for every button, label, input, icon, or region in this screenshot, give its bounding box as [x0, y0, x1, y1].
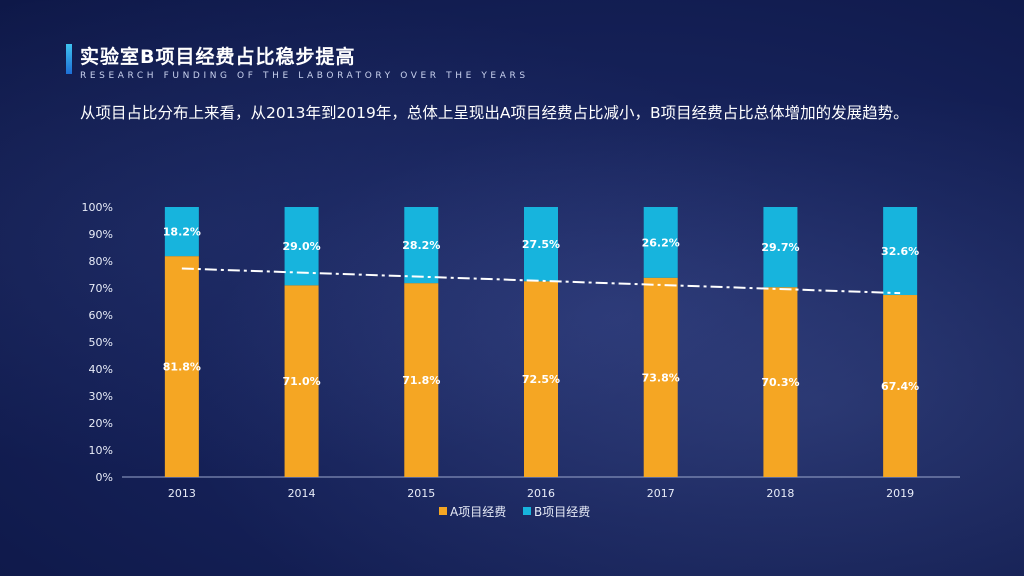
bar-segment-a	[763, 287, 798, 477]
y-tick-label: 30%	[89, 390, 113, 403]
x-tick-label: 2014	[288, 487, 316, 500]
data-label-a: 73.8%	[642, 371, 680, 384]
data-label-b: 18.2%	[163, 226, 201, 239]
bar-segment-b	[524, 207, 558, 282]
bar-segment-b	[164, 207, 199, 257]
x-tick-label: 2015	[407, 487, 435, 500]
data-label-b: 27.5%	[522, 238, 560, 251]
y-tick-label: 0%	[96, 471, 113, 484]
bar-segment-a	[524, 281, 558, 477]
y-tick-label: 50%	[89, 336, 113, 349]
x-tick-label: 2017	[647, 487, 675, 500]
description-text: 从项目占比分布上来看，从2013年到2019年，总体上呈现出A项目经费占比减小，…	[80, 104, 909, 122]
legend-label-a: A项目经费	[450, 505, 506, 519]
y-tick-label: 100%	[82, 201, 113, 214]
data-label-a: 71.8%	[402, 374, 440, 387]
y-tick-label: 40%	[89, 363, 113, 376]
data-label-a: 67.4%	[881, 380, 919, 393]
bar-segment-a	[404, 283, 439, 477]
title-accent-bar	[66, 44, 72, 74]
x-tick-label: 2013	[168, 487, 196, 500]
bar-segment-a	[284, 285, 319, 477]
data-label-b: 26.2%	[642, 236, 680, 249]
legend-swatch-b	[523, 507, 531, 515]
data-label-a: 71.0%	[282, 375, 320, 388]
legend-label-b: B项目经费	[534, 505, 590, 519]
bar-segment-a	[643, 277, 678, 477]
data-label-b: 29.0%	[282, 240, 320, 253]
bar-segment-a	[164, 256, 199, 477]
legend-swatch-a	[439, 507, 447, 515]
data-label-a: 81.8%	[163, 361, 201, 374]
trendline	[181, 267, 901, 295]
x-tick-label: 2018	[766, 487, 794, 500]
page-subtitle: RESEARCH FUNDING OF THE LABORATORY OVER …	[80, 71, 529, 81]
y-tick-label: 80%	[89, 255, 113, 268]
y-tick-label: 20%	[89, 417, 113, 430]
page-title: 实验室B项目经费占比稳步提高	[80, 46, 356, 68]
x-tick-label: 2016	[527, 487, 555, 500]
y-tick-label: 60%	[89, 309, 113, 322]
data-label-b: 32.6%	[881, 245, 919, 258]
bar-segment-b	[643, 207, 678, 278]
bar-segment-b	[763, 207, 798, 288]
data-label-a: 72.5%	[522, 373, 560, 386]
bar-segment-b	[883, 207, 918, 296]
bar-segment-a	[883, 295, 918, 477]
data-label-a: 70.3%	[761, 376, 799, 389]
x-tick-label: 2019	[886, 487, 914, 500]
y-tick-label: 10%	[89, 444, 113, 457]
data-label-b: 28.2%	[402, 239, 440, 252]
y-tick-label: 90%	[89, 228, 113, 241]
bar-segment-b	[404, 207, 439, 284]
data-label-b: 29.7%	[761, 241, 799, 254]
y-tick-label: 70%	[89, 282, 113, 295]
